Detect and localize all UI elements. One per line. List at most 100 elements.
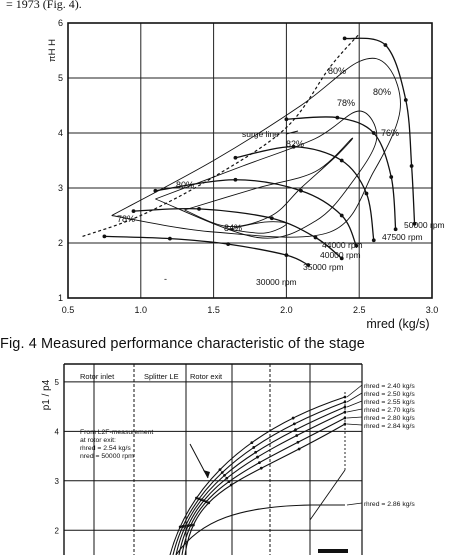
data-point bbox=[168, 236, 172, 241]
data-point bbox=[233, 155, 238, 160]
performance-chart: 0.5 1.0 1.5 2.0 2.5 3.0 1 2 3 4 5 6 πH H ṁred (kg/s)… bbox=[47, 18, 445, 331]
y-tick-label: 2 bbox=[58, 238, 63, 248]
chart-2-content: 2 3 4 5p1 / p4 Rotor inlet Splitter LE Rotor e… bbox=[41, 363, 415, 555]
annotation-arrowhead bbox=[203, 470, 210, 478]
x-tick-label: 1.0 bbox=[135, 305, 148, 315]
pressure-point bbox=[218, 468, 222, 472]
pressure-point bbox=[195, 496, 198, 500]
legend-leader bbox=[346, 392, 363, 403]
pressure-point bbox=[258, 461, 261, 465]
legend-leader bbox=[346, 384, 363, 398]
data-point bbox=[339, 256, 344, 261]
x-tick-label: 2.0 bbox=[280, 305, 293, 315]
efficiency-label: 82% bbox=[286, 139, 304, 149]
chart-labels: πH H ṁred (kg/s) surge line 84% 82% 80% 78% 80%… bbox=[47, 39, 445, 331]
surge-line bbox=[82, 33, 360, 237]
y-tick-label: 6 bbox=[58, 18, 63, 28]
pressure-point bbox=[207, 501, 211, 505]
data-point bbox=[233, 177, 238, 182]
data-point bbox=[354, 243, 359, 248]
surge-line-pointer bbox=[285, 130, 299, 135]
speed-label: 30000 rpm bbox=[256, 277, 297, 287]
speed-label: 47500 rpm bbox=[382, 232, 423, 242]
legend-leader bbox=[346, 502, 363, 506]
pressure-curve bbox=[184, 423, 346, 555]
pressure-point bbox=[252, 446, 256, 449]
pressure-curve bbox=[181, 417, 346, 555]
pressure-point bbox=[220, 471, 224, 474]
pressure-point bbox=[189, 523, 193, 527]
legend-leader bbox=[346, 416, 363, 419]
legend-entry: ṁred = 2.55 kg/s bbox=[364, 399, 415, 406]
data-point bbox=[371, 131, 376, 135]
x-tick-label: 1.5 bbox=[207, 305, 220, 315]
pressure-point bbox=[181, 525, 185, 528]
y-tick-label: 5 bbox=[58, 73, 63, 83]
efficiency-contour bbox=[111, 57, 401, 238]
station-label: Rotor exit bbox=[190, 372, 223, 381]
surge-line-path bbox=[82, 33, 360, 237]
x-tick-label: 2.5 bbox=[353, 305, 366, 315]
efficiency-contour bbox=[228, 221, 287, 234]
pressure-point bbox=[204, 500, 208, 504]
data-point bbox=[131, 209, 136, 214]
data-point bbox=[335, 115, 340, 120]
data-point bbox=[339, 213, 344, 218]
pressure-point bbox=[202, 499, 206, 502]
data-point bbox=[383, 43, 388, 47]
data-point bbox=[197, 207, 201, 211]
legend-entry: ṁred = 2.86 kg/s bbox=[364, 501, 415, 508]
data-point bbox=[284, 253, 289, 257]
speed-label: 35000 rpm bbox=[303, 262, 344, 272]
data-point bbox=[284, 117, 289, 122]
pressure-point bbox=[178, 525, 182, 529]
scale-bar bbox=[318, 549, 348, 553]
chart2-y-tick: 2 bbox=[55, 526, 60, 535]
figure-caption: Fig. 4 Measured performance characterist… bbox=[0, 336, 365, 352]
pressure-curve bbox=[178, 411, 346, 555]
pressure-point bbox=[197, 497, 201, 501]
pressure-point bbox=[191, 523, 195, 527]
legend-entry: ṁred = 2.40 kg/s bbox=[364, 383, 415, 390]
legend-entry: ṁred = 2.50 kg/s bbox=[364, 391, 415, 398]
y-tick-label: 3 bbox=[58, 183, 63, 193]
data-point bbox=[393, 227, 398, 232]
surge-line-label: surge line bbox=[242, 129, 279, 139]
pressure-point bbox=[256, 455, 259, 459]
legend-entry: ṁred = 2.84 kg/s bbox=[364, 423, 415, 430]
x-tick-label: 0.5 bbox=[62, 305, 75, 315]
speed-lines bbox=[102, 36, 417, 267]
speed-line bbox=[155, 179, 357, 247]
pressure-point bbox=[223, 473, 226, 477]
plot-border bbox=[67, 22, 433, 299]
pressure-point bbox=[254, 450, 258, 454]
pressure-point bbox=[186, 524, 190, 528]
efficiency-label: 84% bbox=[224, 223, 242, 233]
speed-label: 44000 rpm bbox=[322, 240, 363, 250]
pressure-point bbox=[292, 422, 296, 426]
pressure-curve-low bbox=[175, 504, 345, 555]
efficiency-label: 78% bbox=[117, 214, 135, 224]
data-point bbox=[403, 98, 408, 102]
x-tick-label: 3.0 bbox=[426, 305, 439, 315]
pressure-point bbox=[227, 480, 231, 484]
pressure-point bbox=[296, 440, 300, 444]
pressure-curve bbox=[169, 396, 346, 555]
chart-frame bbox=[67, 22, 433, 299]
efficiency-label: 80% bbox=[373, 87, 391, 97]
data-point bbox=[226, 242, 231, 247]
l2f-annotation-line: ṁred = 2.54 kg/s bbox=[80, 445, 131, 452]
efficiency-contour bbox=[155, 110, 378, 239]
pressure-point bbox=[295, 434, 299, 437]
station-label: Rotor inlet bbox=[80, 372, 115, 381]
legend-leader bbox=[346, 408, 363, 413]
pressure-point bbox=[250, 441, 254, 445]
chart2-y-tick: 5 bbox=[55, 378, 60, 387]
data-point bbox=[364, 191, 369, 196]
envelope-line bbox=[309, 469, 346, 521]
pressure-point bbox=[229, 483, 233, 487]
efficiency-contour bbox=[184, 137, 354, 228]
legend-entry: ṁred = 2.80 kg/s bbox=[364, 415, 415, 422]
efficiency-contours bbox=[111, 57, 401, 239]
